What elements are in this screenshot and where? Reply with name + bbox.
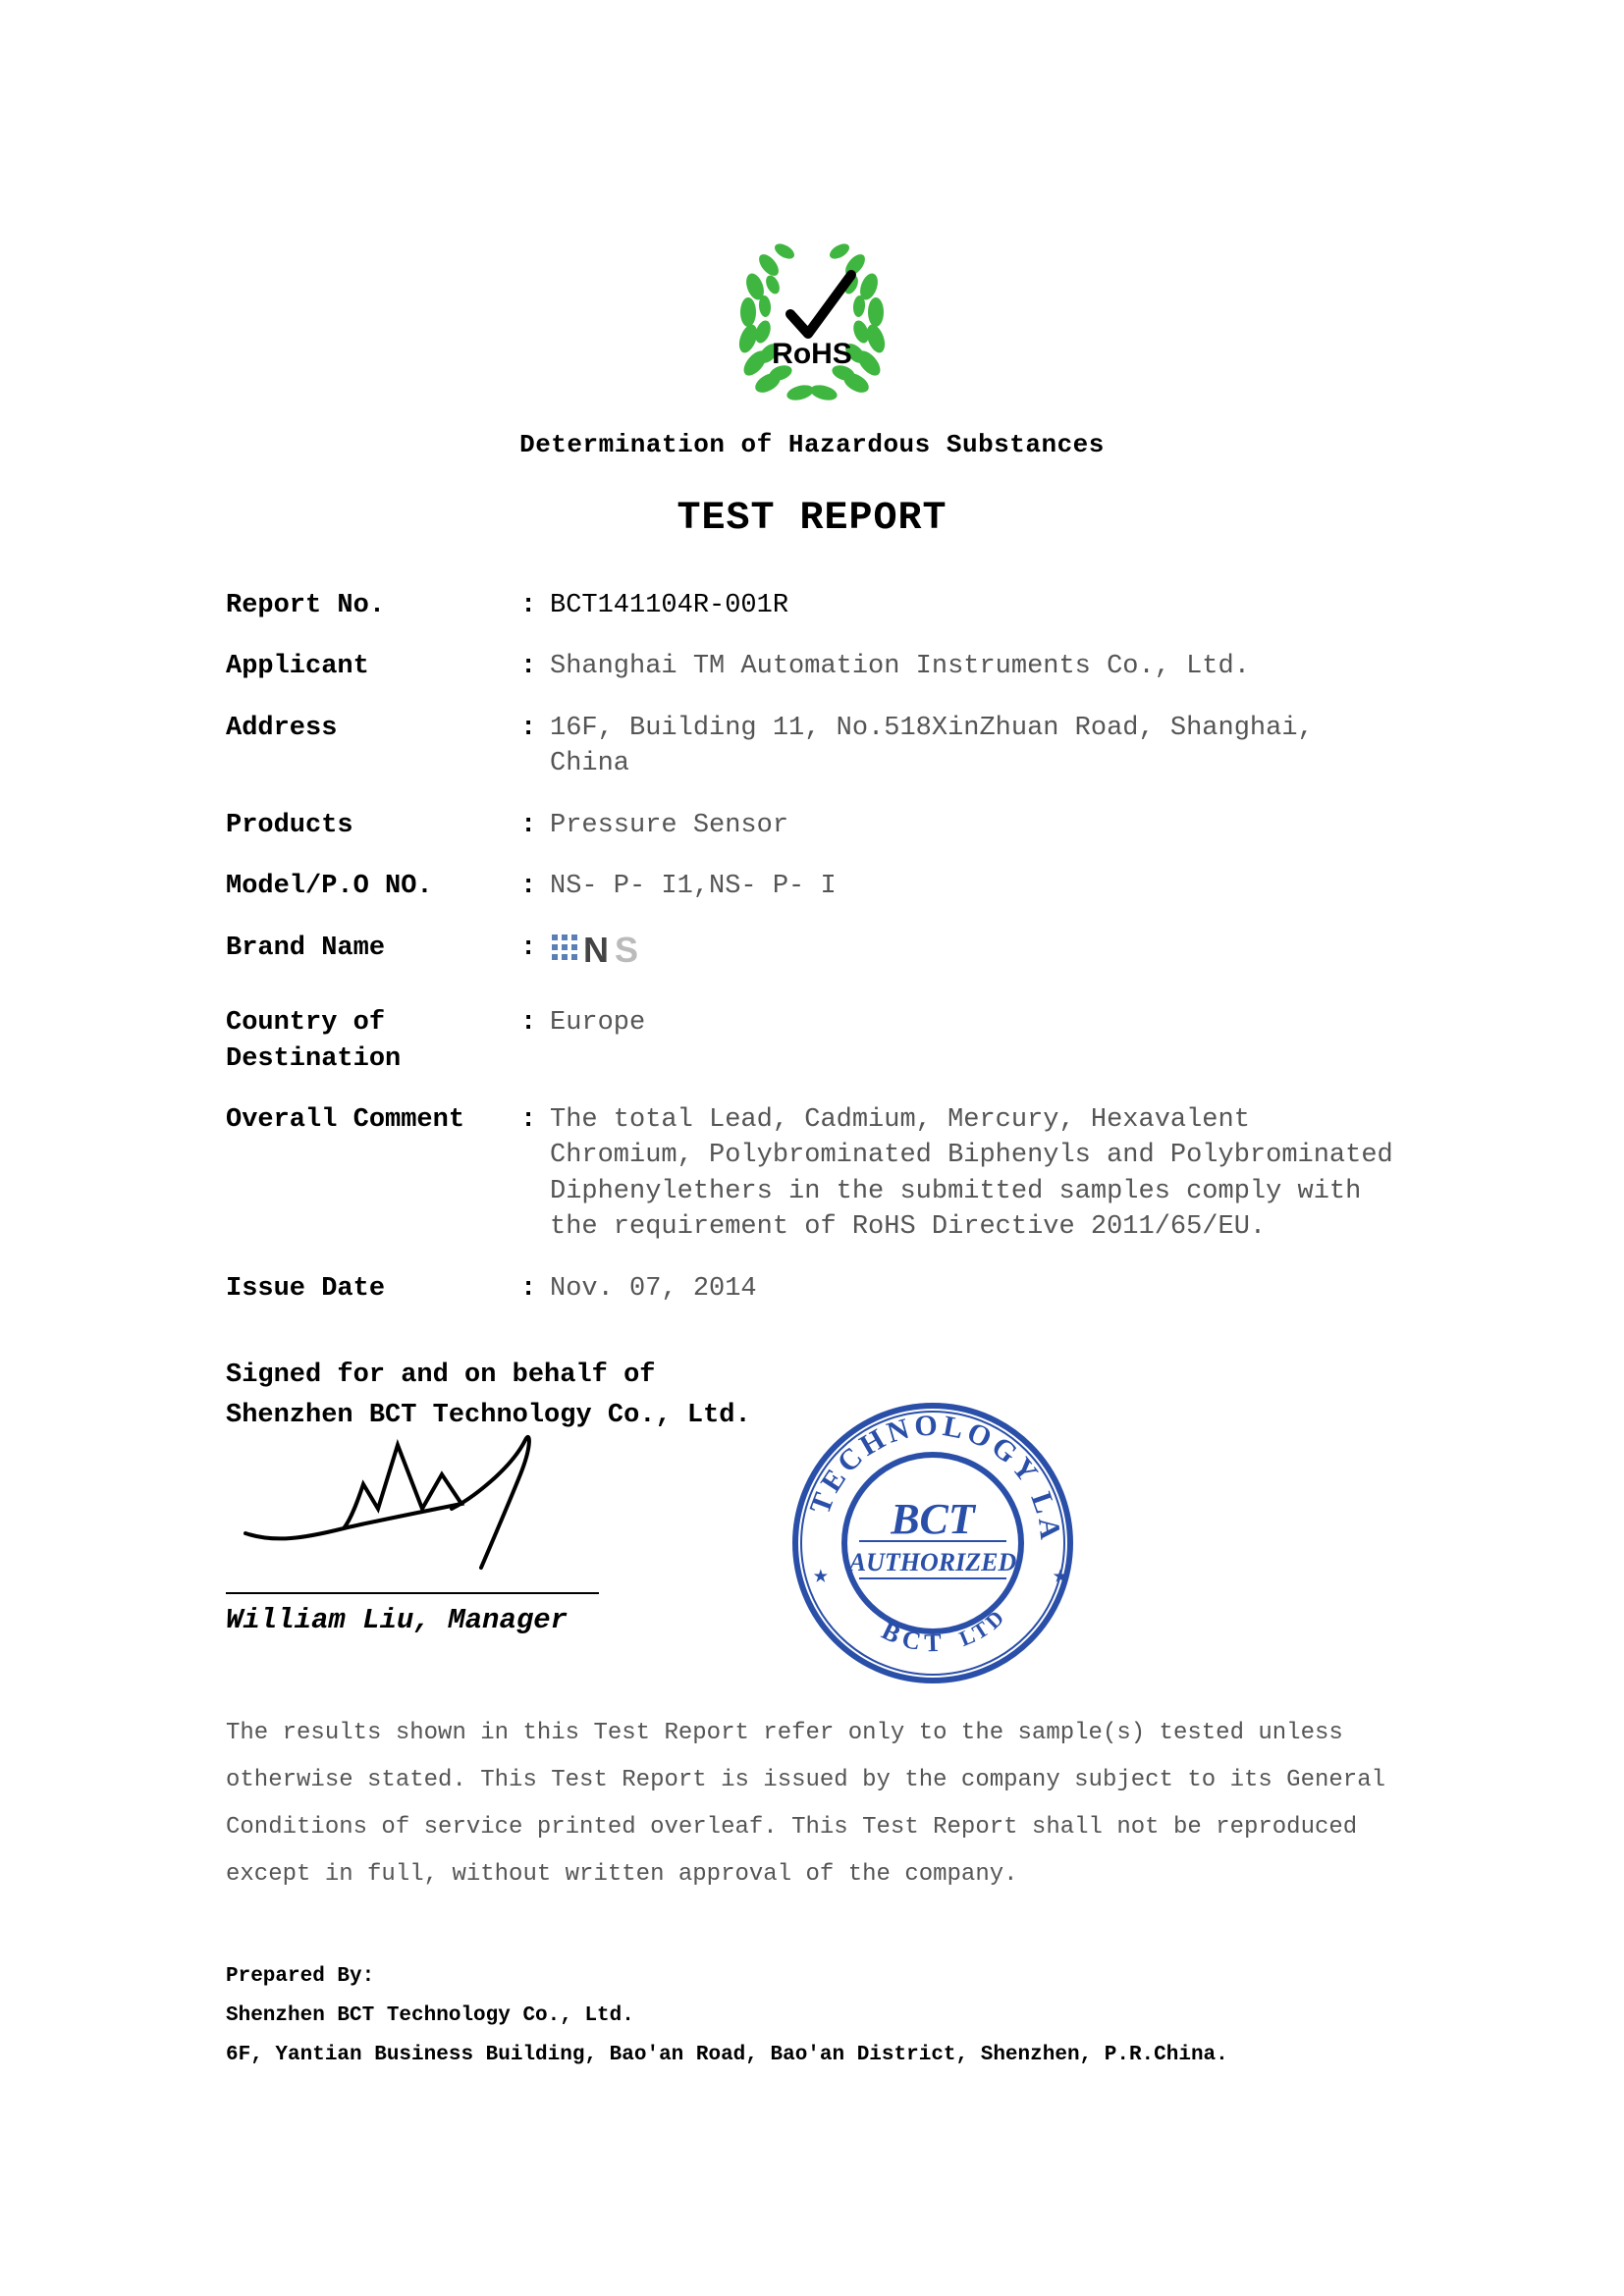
field-colon: : [520, 808, 550, 843]
field-value: Pressure Sensor [550, 808, 1398, 843]
field-row: Brand Name:NS [226, 931, 1398, 980]
field-colon: : [520, 931, 550, 966]
subtitle: Determination of Hazardous Substances [226, 430, 1398, 459]
stamp-icon: TECHNOLOGY LABORATORY BCT LTD ★ ★ BCT AU… [776, 1386, 1090, 1700]
prepared-company: Shenzhen BCT Technology Co., Ltd. [226, 1997, 1398, 2036]
field-label: Applicant [226, 649, 520, 684]
field-label: Country of Destination [226, 1005, 520, 1077]
svg-text:S: S [615, 931, 638, 968]
field-label: Products [226, 808, 520, 843]
field-row: Country of Destination:Europe [226, 1005, 1398, 1077]
field-row: Model/P.O NO.:NS- P- I1,NS- P- I [226, 869, 1398, 904]
field-row: Products:Pressure Sensor [226, 808, 1398, 843]
field-label: Overall Comment [226, 1102, 520, 1138]
field-value: Nov. 07, 2014 [550, 1271, 1398, 1307]
svg-text:N: N [583, 931, 609, 968]
field-label: Report No. [226, 588, 520, 623]
field-colon: : [520, 711, 550, 746]
signature-icon [216, 1415, 609, 1592]
rohs-text: RoHS [772, 338, 852, 370]
brand-logo-icon: NS [550, 931, 668, 968]
field-row: Report No.:BCT141104R-001R [226, 588, 1398, 623]
prepared-address: 6F, Yantian Business Building, Bao'an Ro… [226, 2036, 1398, 2075]
field-label: Address [226, 711, 520, 746]
field-label: Model/P.O NO. [226, 869, 520, 904]
field-row: Applicant:Shanghai TM Automation Instrum… [226, 649, 1398, 684]
signature-area: William Liu, Manager TECHNOLOGY LABORATO… [226, 1445, 1398, 1700]
field-value: NS [550, 931, 1398, 980]
report-title: TEST REPORT [226, 497, 1398, 541]
rohs-logo: RoHS [714, 236, 910, 412]
field-value: NS- P- I1,NS- P- I [550, 869, 1398, 904]
field-row: Address:16F, Building 11, No.518XinZhuan… [226, 711, 1398, 782]
field-colon: : [520, 649, 550, 684]
field-colon: : [520, 1102, 550, 1138]
prepared-block: Prepared By: Shenzhen BCT Technology Co.… [226, 1957, 1398, 2075]
field-value: Europe [550, 1005, 1398, 1041]
field-label: Issue Date [226, 1271, 520, 1307]
logo-container: RoHS [226, 236, 1398, 412]
field-value: 16F, Building 11, No.518XinZhuan Road, S… [550, 711, 1398, 782]
signer-name: William Liu, Manager [226, 1604, 568, 1636]
stamp-center-top: BCT [890, 1495, 977, 1543]
svg-text:★: ★ [813, 1561, 829, 1590]
field-colon: : [520, 1005, 550, 1041]
field-colon: : [520, 1271, 550, 1307]
field-value: BCT141104R-001R [550, 588, 1398, 623]
field-row: Overall Comment:The total Lead, Cadmium,… [226, 1102, 1398, 1246]
signature-rule [226, 1592, 599, 1594]
field-value: Shanghai TM Automation Instruments Co., … [550, 649, 1398, 684]
fields-table: Report No.:BCT141104R-001RApplicant:Shan… [226, 588, 1398, 1307]
field-row: Issue Date:Nov. 07, 2014 [226, 1271, 1398, 1307]
field-value: The total Lead, Cadmium, Mercury, Hexava… [550, 1102, 1398, 1246]
stamp-center-mid: AUTHORIZED [847, 1548, 1017, 1576]
field-label: Brand Name [226, 931, 520, 966]
field-colon: : [520, 869, 550, 904]
disclaimer-text: The results shown in this Test Report re… [226, 1710, 1398, 1898]
field-colon: : [520, 588, 550, 623]
svg-text:★: ★ [1053, 1561, 1068, 1590]
prepared-heading: Prepared By: [226, 1957, 1398, 1997]
